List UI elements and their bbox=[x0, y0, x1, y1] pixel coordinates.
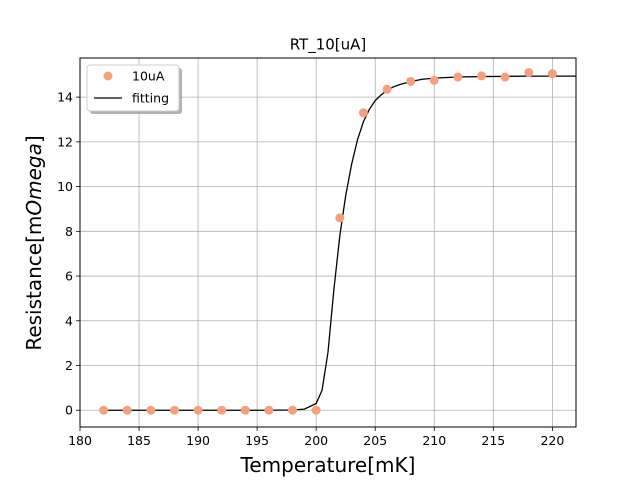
plot-area bbox=[99, 68, 576, 415]
data-point bbox=[429, 75, 439, 85]
y-tick-label: 2 bbox=[65, 358, 73, 373]
data-point bbox=[335, 213, 345, 223]
data-point bbox=[99, 405, 109, 415]
y-tick-label: 8 bbox=[65, 224, 73, 239]
y-axis-label-prefix: Resistance[m bbox=[22, 216, 46, 351]
x-tick-label: 185 bbox=[127, 433, 151, 448]
data-point bbox=[146, 405, 156, 415]
y-tick-label: 4 bbox=[65, 313, 73, 328]
data-point bbox=[264, 405, 274, 415]
y-tick-label: 6 bbox=[65, 269, 73, 284]
grid bbox=[79, 58, 576, 427]
x-tick-label: 200 bbox=[304, 433, 328, 448]
y-axis-label: Resistance[mOmega] bbox=[22, 135, 46, 350]
legend: 10uA fitting bbox=[86, 64, 182, 114]
y-tick-label: 0 bbox=[65, 403, 73, 418]
legend-marker-10uA bbox=[103, 71, 113, 81]
data-point bbox=[524, 68, 534, 78]
data-point bbox=[547, 69, 557, 79]
series-line-fitting bbox=[103, 75, 576, 411]
x-tick-label: 190 bbox=[186, 433, 210, 448]
data-point bbox=[477, 71, 487, 81]
x-tick-label: 210 bbox=[422, 433, 446, 448]
x-tick-label: 215 bbox=[481, 433, 505, 448]
x-axis-label: Temperature[mK] bbox=[240, 453, 416, 477]
y-axis-label-italic: Omega bbox=[22, 143, 46, 215]
data-point bbox=[500, 72, 510, 82]
data-point bbox=[288, 405, 298, 415]
data-point bbox=[382, 84, 392, 94]
data-point bbox=[453, 72, 463, 82]
x-tick-label: 205 bbox=[363, 433, 387, 448]
axes-frame bbox=[79, 57, 577, 428]
y-axis-label-suffix: ] bbox=[22, 135, 46, 143]
x-tick-label: 180 bbox=[68, 433, 92, 448]
legend-label-fitting: fitting bbox=[132, 91, 169, 106]
x-tick-label: 195 bbox=[245, 433, 269, 448]
y-tick-label: 12 bbox=[57, 134, 73, 149]
data-point bbox=[311, 405, 321, 415]
chart-title: RT_10[uA] bbox=[290, 36, 367, 55]
data-point bbox=[169, 405, 179, 415]
y-tick-label: 10 bbox=[57, 179, 73, 194]
y-tick-label: 14 bbox=[57, 90, 73, 105]
data-point bbox=[122, 405, 132, 415]
legend-label-10uA: 10uA bbox=[132, 69, 165, 84]
data-point bbox=[217, 405, 227, 415]
data-point bbox=[358, 108, 368, 118]
data-point bbox=[406, 76, 416, 86]
x-tick-label: 220 bbox=[540, 433, 564, 448]
data-point bbox=[193, 405, 203, 415]
ticks: 180 185 190 195 200 205 210 215 220 0 2 4 6 8 10 12 14 bbox=[57, 90, 564, 448]
data-point bbox=[240, 405, 250, 415]
